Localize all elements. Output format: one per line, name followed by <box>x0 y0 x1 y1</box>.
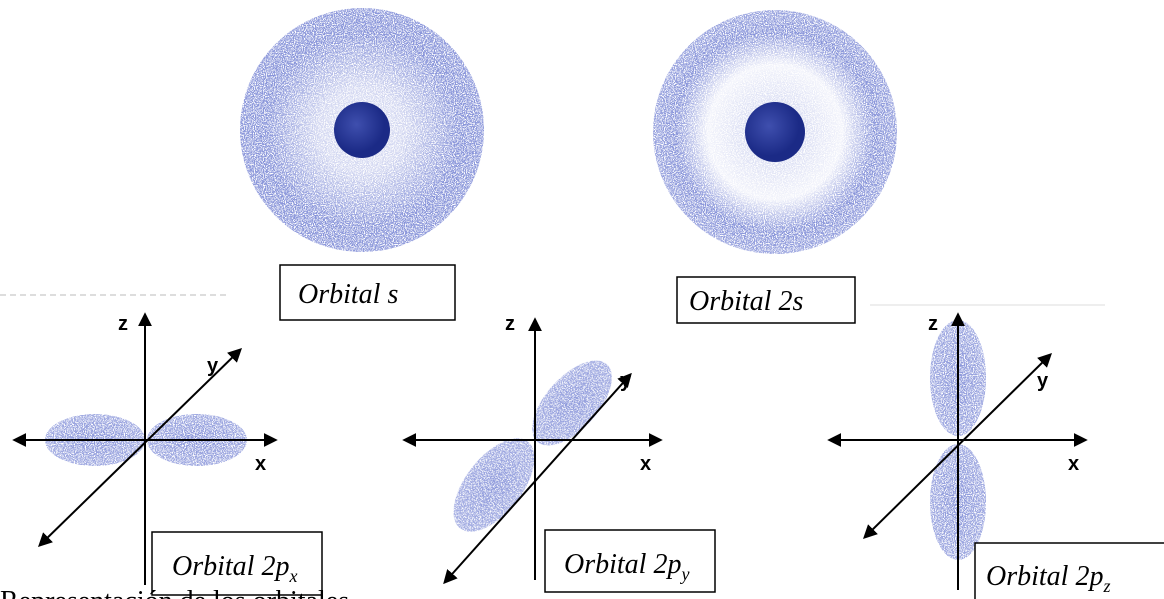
orbital-label: Orbital 2py <box>564 549 689 584</box>
orbital-label: Orbital 2s <box>689 286 803 317</box>
axis-label: z <box>928 313 938 335</box>
label-subscript: z <box>1102 576 1110 596</box>
axis-label: z <box>118 313 128 335</box>
page: Orbital s Orbital 2s zyxOrbital 2pxzyxOr… <box>0 0 1164 599</box>
label-subscript: x <box>288 566 297 586</box>
axis-label: x <box>640 453 651 475</box>
axis-label: y <box>620 370 632 392</box>
nucleus <box>745 102 805 162</box>
label-subscript: y <box>679 564 689 584</box>
axis-label: x <box>1068 453 1079 475</box>
label-text: Orbital 2p <box>986 561 1103 592</box>
axis-label: z <box>505 313 515 335</box>
orbital-label: Orbital 2px <box>172 551 297 586</box>
orbital-diagram: Orbital s Orbital 2s zyxOrbital 2pxzyxOr… <box>0 0 1164 599</box>
label-text: Orbital 2p <box>172 551 289 582</box>
nucleus <box>334 102 390 158</box>
orbital-label: Orbital 2pz <box>986 561 1110 596</box>
caption: Representación de los orbitales <box>0 586 349 599</box>
axis-label: y <box>1037 370 1049 392</box>
axis-label: x <box>255 453 266 475</box>
orbital-label: Orbital s <box>298 279 398 310</box>
axis-label: y <box>207 355 219 377</box>
label-text: Orbital 2p <box>564 549 681 580</box>
